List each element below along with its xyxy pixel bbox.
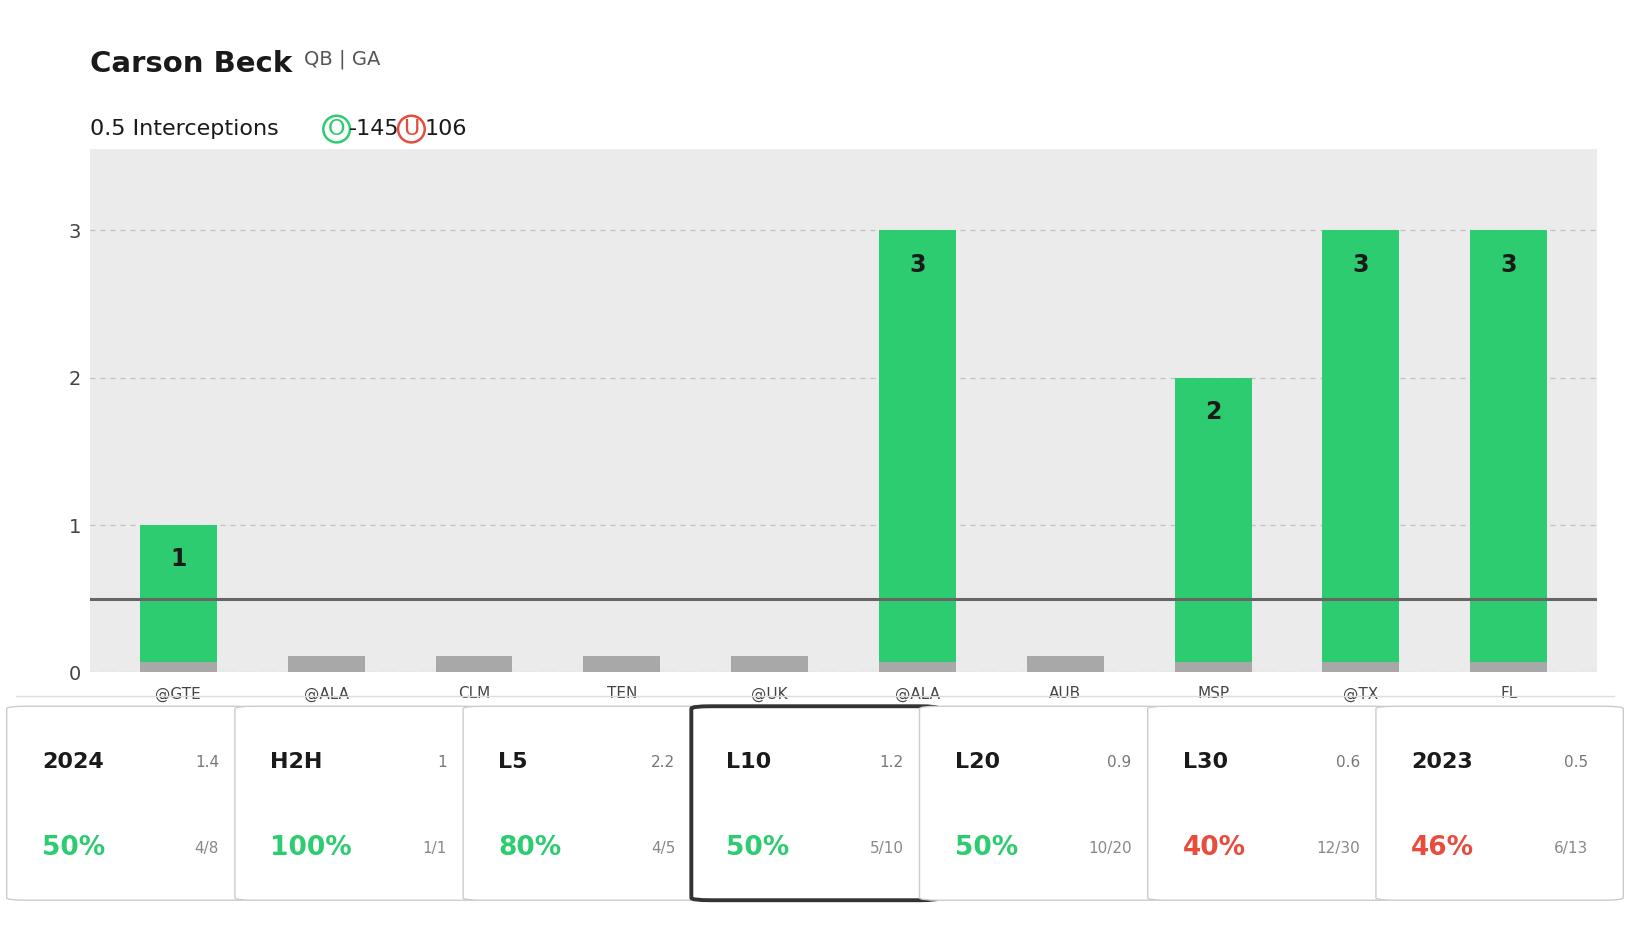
Text: 106: 106 [424,119,466,139]
Text: 4/8: 4/8 [194,841,218,856]
Text: L30: L30 [1183,752,1227,772]
Bar [732,657,808,672]
Text: U: U [403,119,419,139]
Text: 100%: 100% [271,835,352,861]
Text: 0.6: 0.6 [1335,755,1359,770]
Bar [584,657,660,672]
Bar [1175,657,1252,672]
Bar [1470,231,1547,662]
FancyBboxPatch shape [919,706,1167,900]
Bar [289,657,365,672]
Text: 0.9: 0.9 [1107,755,1131,770]
FancyBboxPatch shape [7,706,254,900]
Bar [140,657,217,672]
Text: 46%: 46% [1412,835,1474,861]
Text: 3: 3 [910,252,926,276]
Text: H2H: H2H [271,752,323,772]
Bar [879,231,955,662]
Text: 0.5 Interceptions: 0.5 Interceptions [90,119,279,139]
Text: 6/13: 6/13 [1553,841,1588,856]
Text: 1/1: 1/1 [422,841,447,856]
Text: 1.4: 1.4 [196,755,218,770]
Text: -145: -145 [349,119,399,139]
Text: 1: 1 [170,547,186,572]
FancyBboxPatch shape [1148,706,1395,900]
Bar [1470,657,1547,672]
FancyBboxPatch shape [1376,706,1623,900]
Bar [1322,657,1399,672]
Text: 40%: 40% [1183,835,1245,861]
Text: 2023: 2023 [1412,752,1474,772]
Text: 2024: 2024 [42,752,104,772]
Text: 4/5: 4/5 [650,841,675,856]
Text: L10: L10 [727,752,771,772]
Text: QB | GA: QB | GA [303,50,380,69]
Bar [1322,231,1399,662]
Bar [1027,657,1104,672]
Text: 10/20: 10/20 [1089,841,1131,856]
Text: Carson Beck: Carson Beck [90,50,292,78]
Text: 1.2: 1.2 [880,755,903,770]
Text: L20: L20 [955,752,999,772]
Bar [1175,378,1252,662]
FancyBboxPatch shape [235,706,482,900]
Text: 3: 3 [1501,252,1518,276]
Text: 1: 1 [437,755,447,770]
Text: 50%: 50% [727,835,789,861]
Text: O: O [328,119,346,139]
Bar [435,657,512,672]
Text: 50%: 50% [42,835,104,861]
Bar [140,525,217,662]
Bar [879,657,955,672]
Text: 5/10: 5/10 [869,841,903,856]
Text: 3: 3 [1353,252,1369,276]
FancyBboxPatch shape [463,706,711,900]
Text: 50%: 50% [955,835,1017,861]
Text: 80%: 80% [499,835,561,861]
Text: 2.2: 2.2 [652,755,675,770]
Text: 2: 2 [1205,400,1221,424]
FancyBboxPatch shape [691,706,939,900]
Text: 12/30: 12/30 [1315,841,1359,856]
Text: L5: L5 [499,752,528,772]
Text: 0.5: 0.5 [1565,755,1588,770]
